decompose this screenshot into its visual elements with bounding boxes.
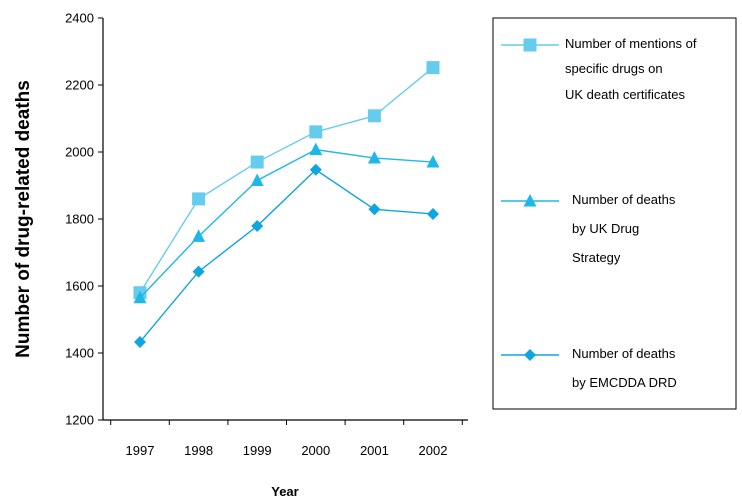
y-tick-label: 1200	[65, 413, 94, 428]
x-tick-label: 2000	[301, 443, 330, 458]
legend-box	[492, 17, 737, 410]
data-point-square	[309, 125, 323, 139]
data-point-diamond	[192, 265, 205, 278]
legend: Number of mentions of specific drugs on UK…	[501, 36, 697, 390]
x-axis-title: Year	[271, 484, 298, 499]
data-point-square	[367, 109, 381, 123]
y-tick-label: 1400	[65, 346, 94, 361]
data-point-triangle	[426, 155, 440, 168]
data-point-diamond	[368, 203, 381, 216]
data-point-diamond	[251, 220, 264, 233]
axes	[102, 18, 468, 421]
data-point-square	[192, 192, 206, 206]
x-tick-label: 2002	[419, 443, 448, 458]
data-point-triangle	[133, 290, 147, 304]
legend-item: Number of mentions of specific drugs on UK…	[501, 36, 697, 102]
data-point-diamond	[309, 163, 322, 176]
legend-marker-diamond	[524, 349, 536, 361]
x-tick-label: 1997	[126, 443, 155, 458]
legend-label: Number of deaths	[572, 192, 676, 207]
y-tick-label: 2200	[65, 78, 94, 93]
legend-label: by UK Drug	[572, 221, 639, 236]
x-tick-label: 1998	[184, 443, 213, 458]
legend-marker-triangle	[523, 194, 537, 207]
y-tick-label: 1600	[65, 279, 94, 294]
y-tick-label: 1800	[65, 212, 94, 227]
series-line	[139, 168, 434, 343]
legend-label: Strategy	[572, 250, 621, 265]
legend-label: specific drugs on	[565, 61, 663, 76]
legend-marker-square	[523, 38, 537, 52]
y-tick-label: 2400	[65, 11, 94, 26]
x-ticks: 1997 1998 1999 2000 2001 2002	[110, 420, 463, 458]
legend-item: Number of deaths by UK Drug Strategy	[501, 192, 676, 265]
y-tick-label: 2000	[65, 145, 94, 160]
y-axis-title: Number of drug-related deaths	[13, 80, 34, 358]
data-point-square	[250, 155, 264, 169]
x-tick-label: 1999	[243, 443, 272, 458]
data-point-triangle	[309, 142, 323, 156]
legend-label: by EMCDDA DRD	[572, 375, 677, 390]
legend-label: Number of deaths	[572, 346, 676, 361]
data-point-triangle	[367, 151, 381, 164]
legend-label: UK death certificates	[565, 87, 685, 102]
y-ticks: 1200 1400 1600 1800 2000 2200 2400	[65, 11, 103, 428]
plot-area	[133, 61, 440, 348]
data-point-triangle	[250, 173, 264, 186]
data-point-square	[426, 61, 440, 75]
data-point-diamond	[134, 335, 146, 348]
data-point-triangle	[192, 229, 206, 242]
x-tick-label: 2001	[360, 443, 389, 458]
legend-item: Number of deaths by EMCDDA DRD	[501, 346, 677, 390]
series-3	[134, 163, 439, 348]
series-1	[133, 61, 440, 300]
data-point-diamond	[427, 207, 439, 220]
series-line	[139, 67, 434, 294]
legend-label: Number of mentions of	[565, 36, 697, 51]
series-line	[139, 148, 434, 299]
series-2	[133, 142, 440, 304]
